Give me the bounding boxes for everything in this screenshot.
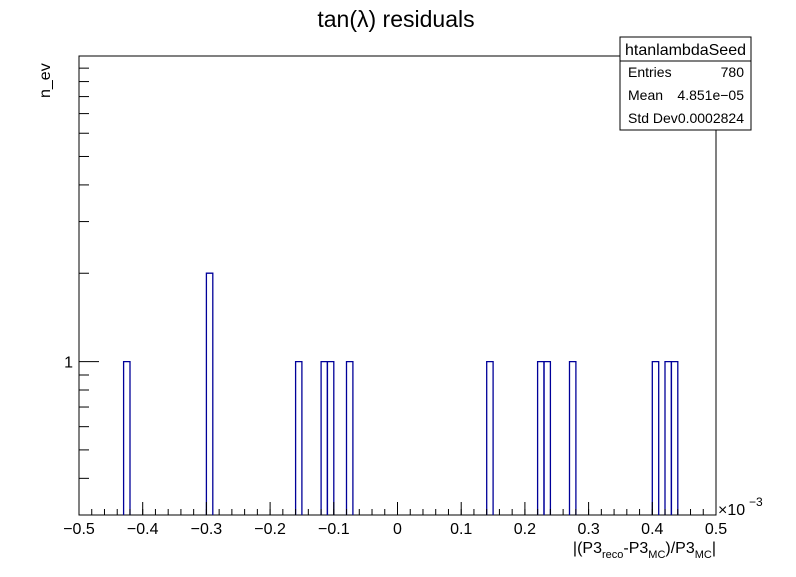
x-tick-label: 0 — [393, 521, 402, 538]
histogram-bar — [486, 360, 494, 515]
stats-box-title: htanlambdaSeed — [625, 42, 746, 59]
stats-mean-label: Mean — [628, 87, 663, 103]
x-tick-label: 0.5 — [705, 521, 727, 538]
histogram-bar — [536, 360, 545, 515]
x-axis-label: |(P3reco-P3MC)/P3MC| — [573, 540, 716, 561]
stats-box: htanlambdaSeed Entries 780 Mean 4.851e−0… — [619, 36, 752, 131]
histogram-bar — [568, 360, 577, 515]
x-tick-label: 0.1 — [450, 521, 472, 538]
stats-mean-value: 4.851e−05 — [677, 87, 744, 103]
histogram-bar — [294, 360, 303, 515]
histogram-bar — [122, 360, 131, 515]
bars-layer — [122, 272, 679, 515]
histogram-bar — [670, 360, 679, 515]
y-axis-label: n_ev — [37, 63, 54, 98]
chart-title: tan(λ) residuals — [317, 6, 474, 32]
stats-stddev-value: 0.0002824 — [678, 110, 744, 126]
x-axis-multiplier: ×10 −3 — [718, 495, 763, 519]
x-tick-label: −0.4 — [127, 521, 159, 538]
x-tick-label: 0.3 — [577, 521, 599, 538]
histogram-bar — [543, 360, 552, 515]
x-multiplier-base: ×10 — [718, 502, 745, 519]
x-tick-label: −0.3 — [191, 521, 223, 538]
histogram-bar — [345, 360, 354, 515]
histogram-bar — [326, 360, 335, 515]
axes-layer: −0.5 −0.4 −0.3 −0.2 −0.1 0 0.1 0.2 0.3 0.4 0.5 1 — [63, 67, 727, 538]
histogram-bar — [651, 360, 660, 515]
stats-stddev-label: Std Dev — [628, 110, 678, 126]
histogram-bar — [320, 360, 329, 515]
x-tick-label: 0.4 — [641, 521, 663, 538]
histogram-bar — [664, 360, 673, 515]
x-tick-label: 0.2 — [514, 521, 536, 538]
y-tick-label: 1 — [64, 355, 73, 372]
histogram-bar — [205, 272, 214, 515]
stats-entries-value: 780 — [721, 64, 745, 80]
x-tick-label: −0.5 — [63, 521, 95, 538]
stats-entries-label: Entries — [628, 64, 672, 80]
x-multiplier-exponent: −3 — [749, 495, 763, 509]
stats-box-frame — [619, 36, 752, 131]
x-tick-label: −0.1 — [318, 521, 350, 538]
x-tick-label: −0.2 — [254, 521, 286, 538]
